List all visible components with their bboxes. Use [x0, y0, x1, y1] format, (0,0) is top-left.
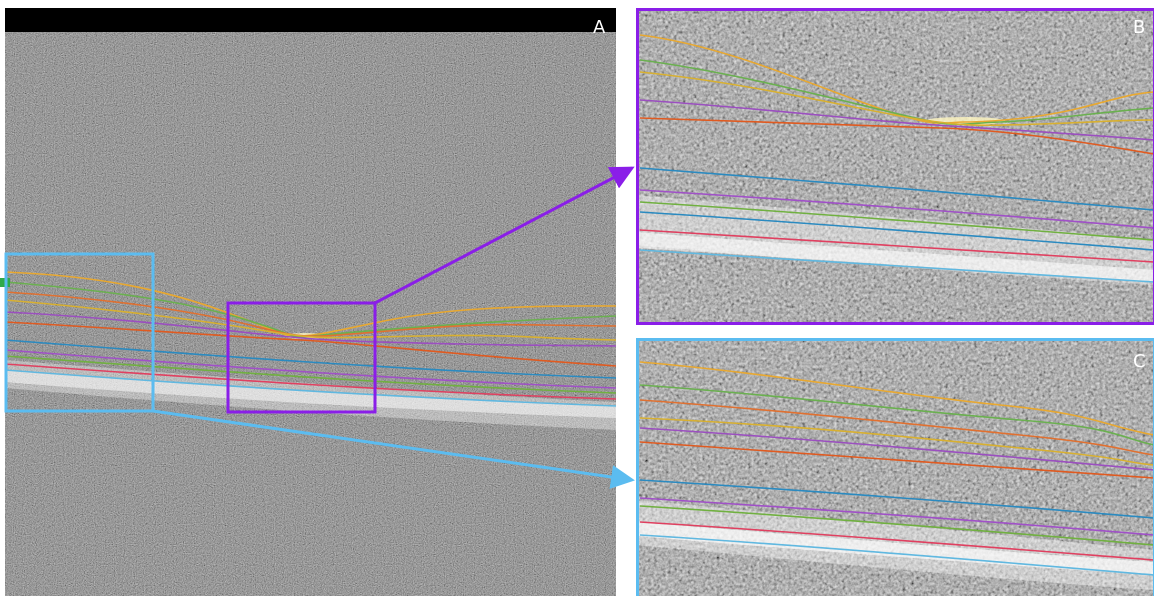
panel-border — [636, 338, 1154, 596]
layer-line — [639, 211, 1154, 251]
panel-border — [636, 8, 1154, 325]
layer-line — [639, 361, 1154, 436]
arrow-b — [374, 166, 635, 305]
bright-layer — [5, 370, 616, 418]
layer-line — [639, 384, 1154, 446]
arrow-c — [152, 409, 635, 489]
layer-line — [639, 117, 1154, 155]
layer-lines — [5, 271, 616, 407]
layer-line — [5, 339, 616, 379]
layer-line — [639, 399, 1154, 456]
layer-lines — [639, 34, 1154, 283]
layer-line — [639, 427, 1154, 471]
zoom-box-c — [4, 252, 155, 413]
layer-line — [639, 249, 1154, 283]
layer-line — [639, 71, 1154, 127]
layer-line — [5, 349, 616, 389]
bright-layer — [636, 522, 1154, 575]
layer-line — [639, 99, 1154, 141]
layer-line — [639, 521, 1154, 561]
panel-c — [636, 338, 1154, 596]
layer-line — [639, 441, 1154, 479]
panel-a — [5, 8, 616, 596]
layer-line — [639, 505, 1154, 546]
layer-line — [5, 355, 616, 394]
zoom-box-b — [226, 301, 377, 414]
layer-line — [639, 479, 1154, 519]
layer-line — [639, 417, 1154, 466]
top-band — [5, 8, 616, 32]
layer-line — [639, 167, 1154, 211]
panel-label: B — [1133, 17, 1145, 38]
layer-line — [5, 363, 616, 400]
layer-line — [639, 189, 1154, 229]
layer-line — [639, 229, 1154, 263]
bright-layer — [636, 232, 1154, 282]
layer-line — [5, 321, 616, 367]
layer-line — [639, 534, 1154, 576]
layer-line — [5, 299, 616, 341]
layer-line — [5, 369, 616, 407]
layer-lines — [639, 361, 1154, 576]
layer-line — [639, 201, 1154, 241]
panel-label: A — [593, 17, 606, 38]
layer-line — [639, 497, 1154, 536]
layer-line — [5, 311, 616, 347]
panel-b — [636, 8, 1154, 325]
panel-label: C — [1133, 351, 1146, 372]
